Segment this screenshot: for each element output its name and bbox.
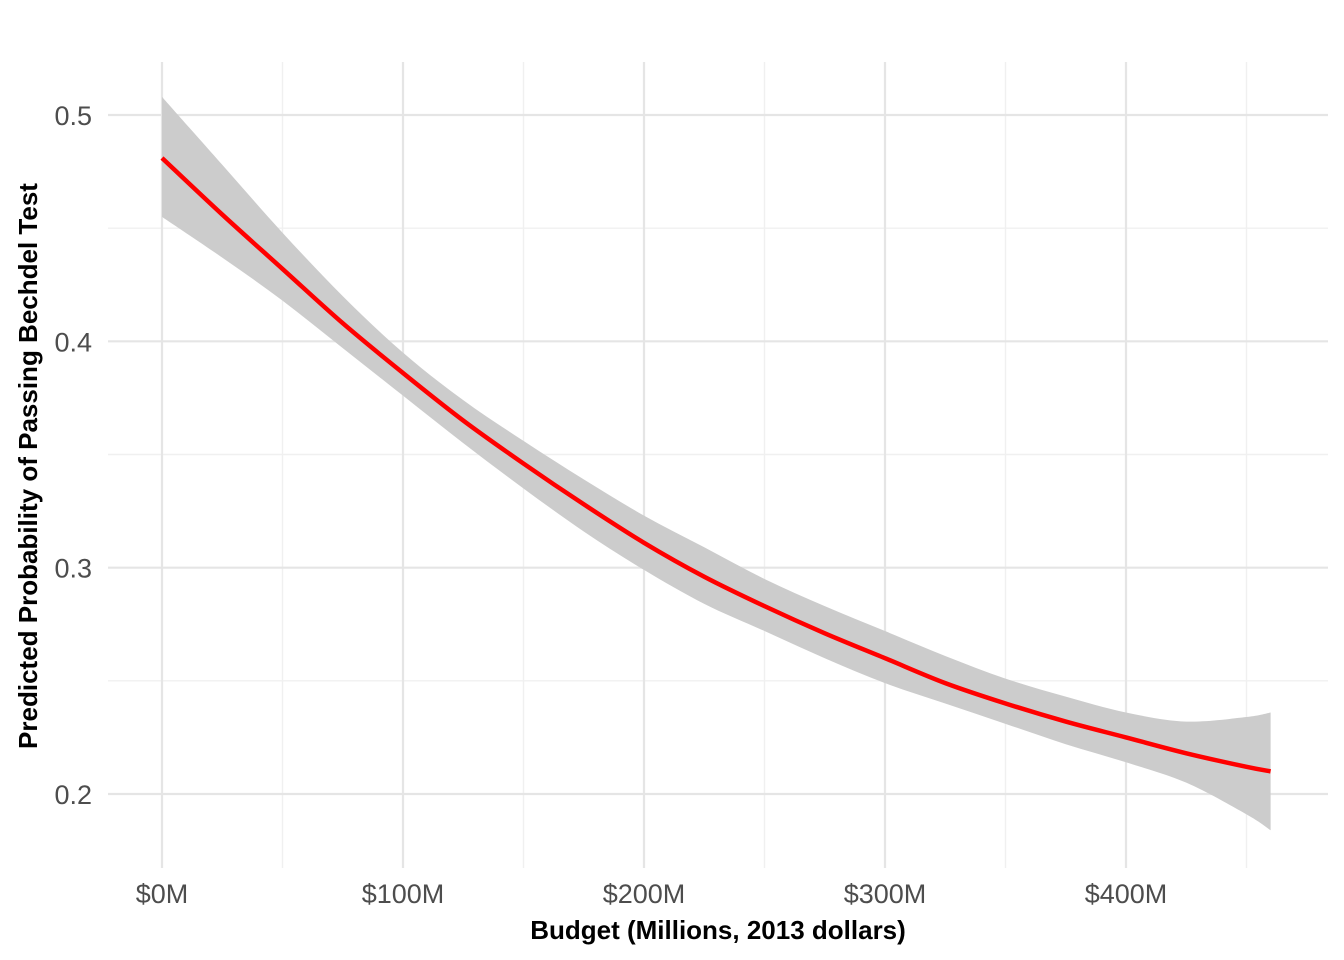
major-x-gridlines [160,62,1128,868]
x-axis-title: Budget (Millions, 2013 dollars) [530,915,906,945]
fitted-line [160,156,1272,774]
x-tick-label: $200M [603,879,686,909]
y-tick-label: 0.4 [54,327,92,357]
major-y-gridlines [108,113,1328,796]
minor-y-gridlines [108,227,1328,682]
y-tick-label: 0.2 [54,780,92,810]
x-tick-labels: $0M $100M $200M $300M $400M [136,879,1168,909]
y-tick-label: 0.3 [54,554,92,584]
y-tick-labels: 0.2 0.3 0.4 0.5 [54,101,92,810]
x-tick-label: $300M [844,879,927,909]
confidence-ribbon [162,96,1271,831]
y-axis-title: Predicted Probability of Passing Bechdel… [13,183,43,749]
x-tick-label: $0M [136,879,189,909]
x-tick-label: $100M [362,879,445,909]
y-tick-label: 0.5 [54,101,92,131]
x-tick-label: $400M [1085,879,1168,909]
